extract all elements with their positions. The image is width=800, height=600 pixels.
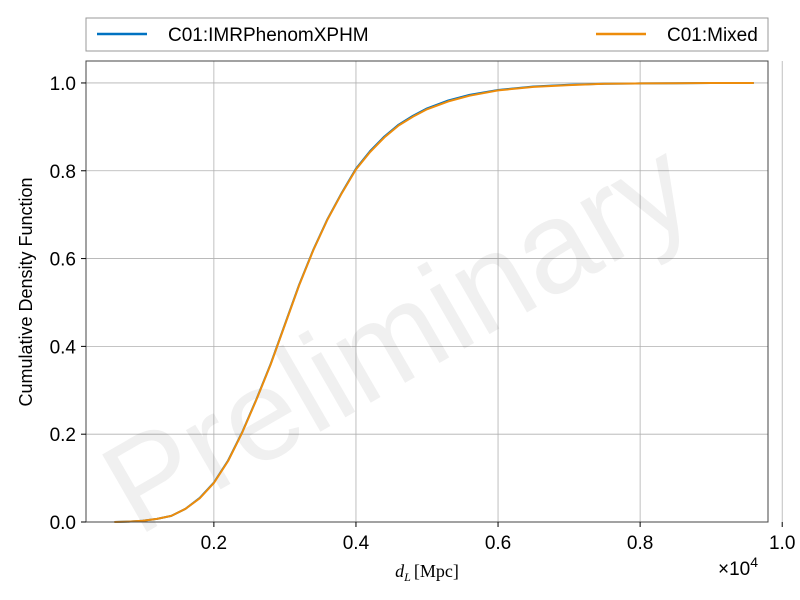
legend-box (85, 17, 769, 52)
y-tick-label: 0.6 (50, 250, 76, 271)
grid-lines (86, 61, 783, 523)
x-tick-label: 0.2 (201, 533, 227, 554)
x-ticks: 0.2 0.4 0.6 0.8 1.0 (201, 522, 795, 554)
plot-area (86, 61, 768, 522)
y-tick-label: 0.2 (50, 425, 76, 446)
y-ticks: 0.0 0.2 0.4 0.6 0.8 1.0 (50, 74, 86, 534)
x-tick-label: 0.8 (627, 533, 653, 554)
y-axis-label: Cumulative Density Function (16, 177, 36, 406)
x-tick-label: 1.0 (769, 533, 795, 554)
series-line-1 (114, 82, 754, 523)
y-tick-label: 0.4 (50, 337, 77, 358)
x-scale-multiplier: ×104 (718, 554, 758, 580)
y-tick-label: 0.0 (50, 513, 76, 534)
y-tick-label: 1.0 (50, 74, 76, 95)
x-tick-label: 0.4 (343, 533, 370, 554)
legend-label-series-1: C01:Mixed (667, 25, 758, 46)
legend-label-series-0: C01:IMRPhenomXPHM (168, 25, 369, 46)
y-tick-label: 0.8 (50, 162, 76, 183)
plot-frame (85, 60, 769, 523)
x-tick-label: 0.6 (485, 533, 511, 554)
series-lines (114, 82, 754, 523)
x-axis-label: dL [Mpc] (395, 561, 459, 584)
